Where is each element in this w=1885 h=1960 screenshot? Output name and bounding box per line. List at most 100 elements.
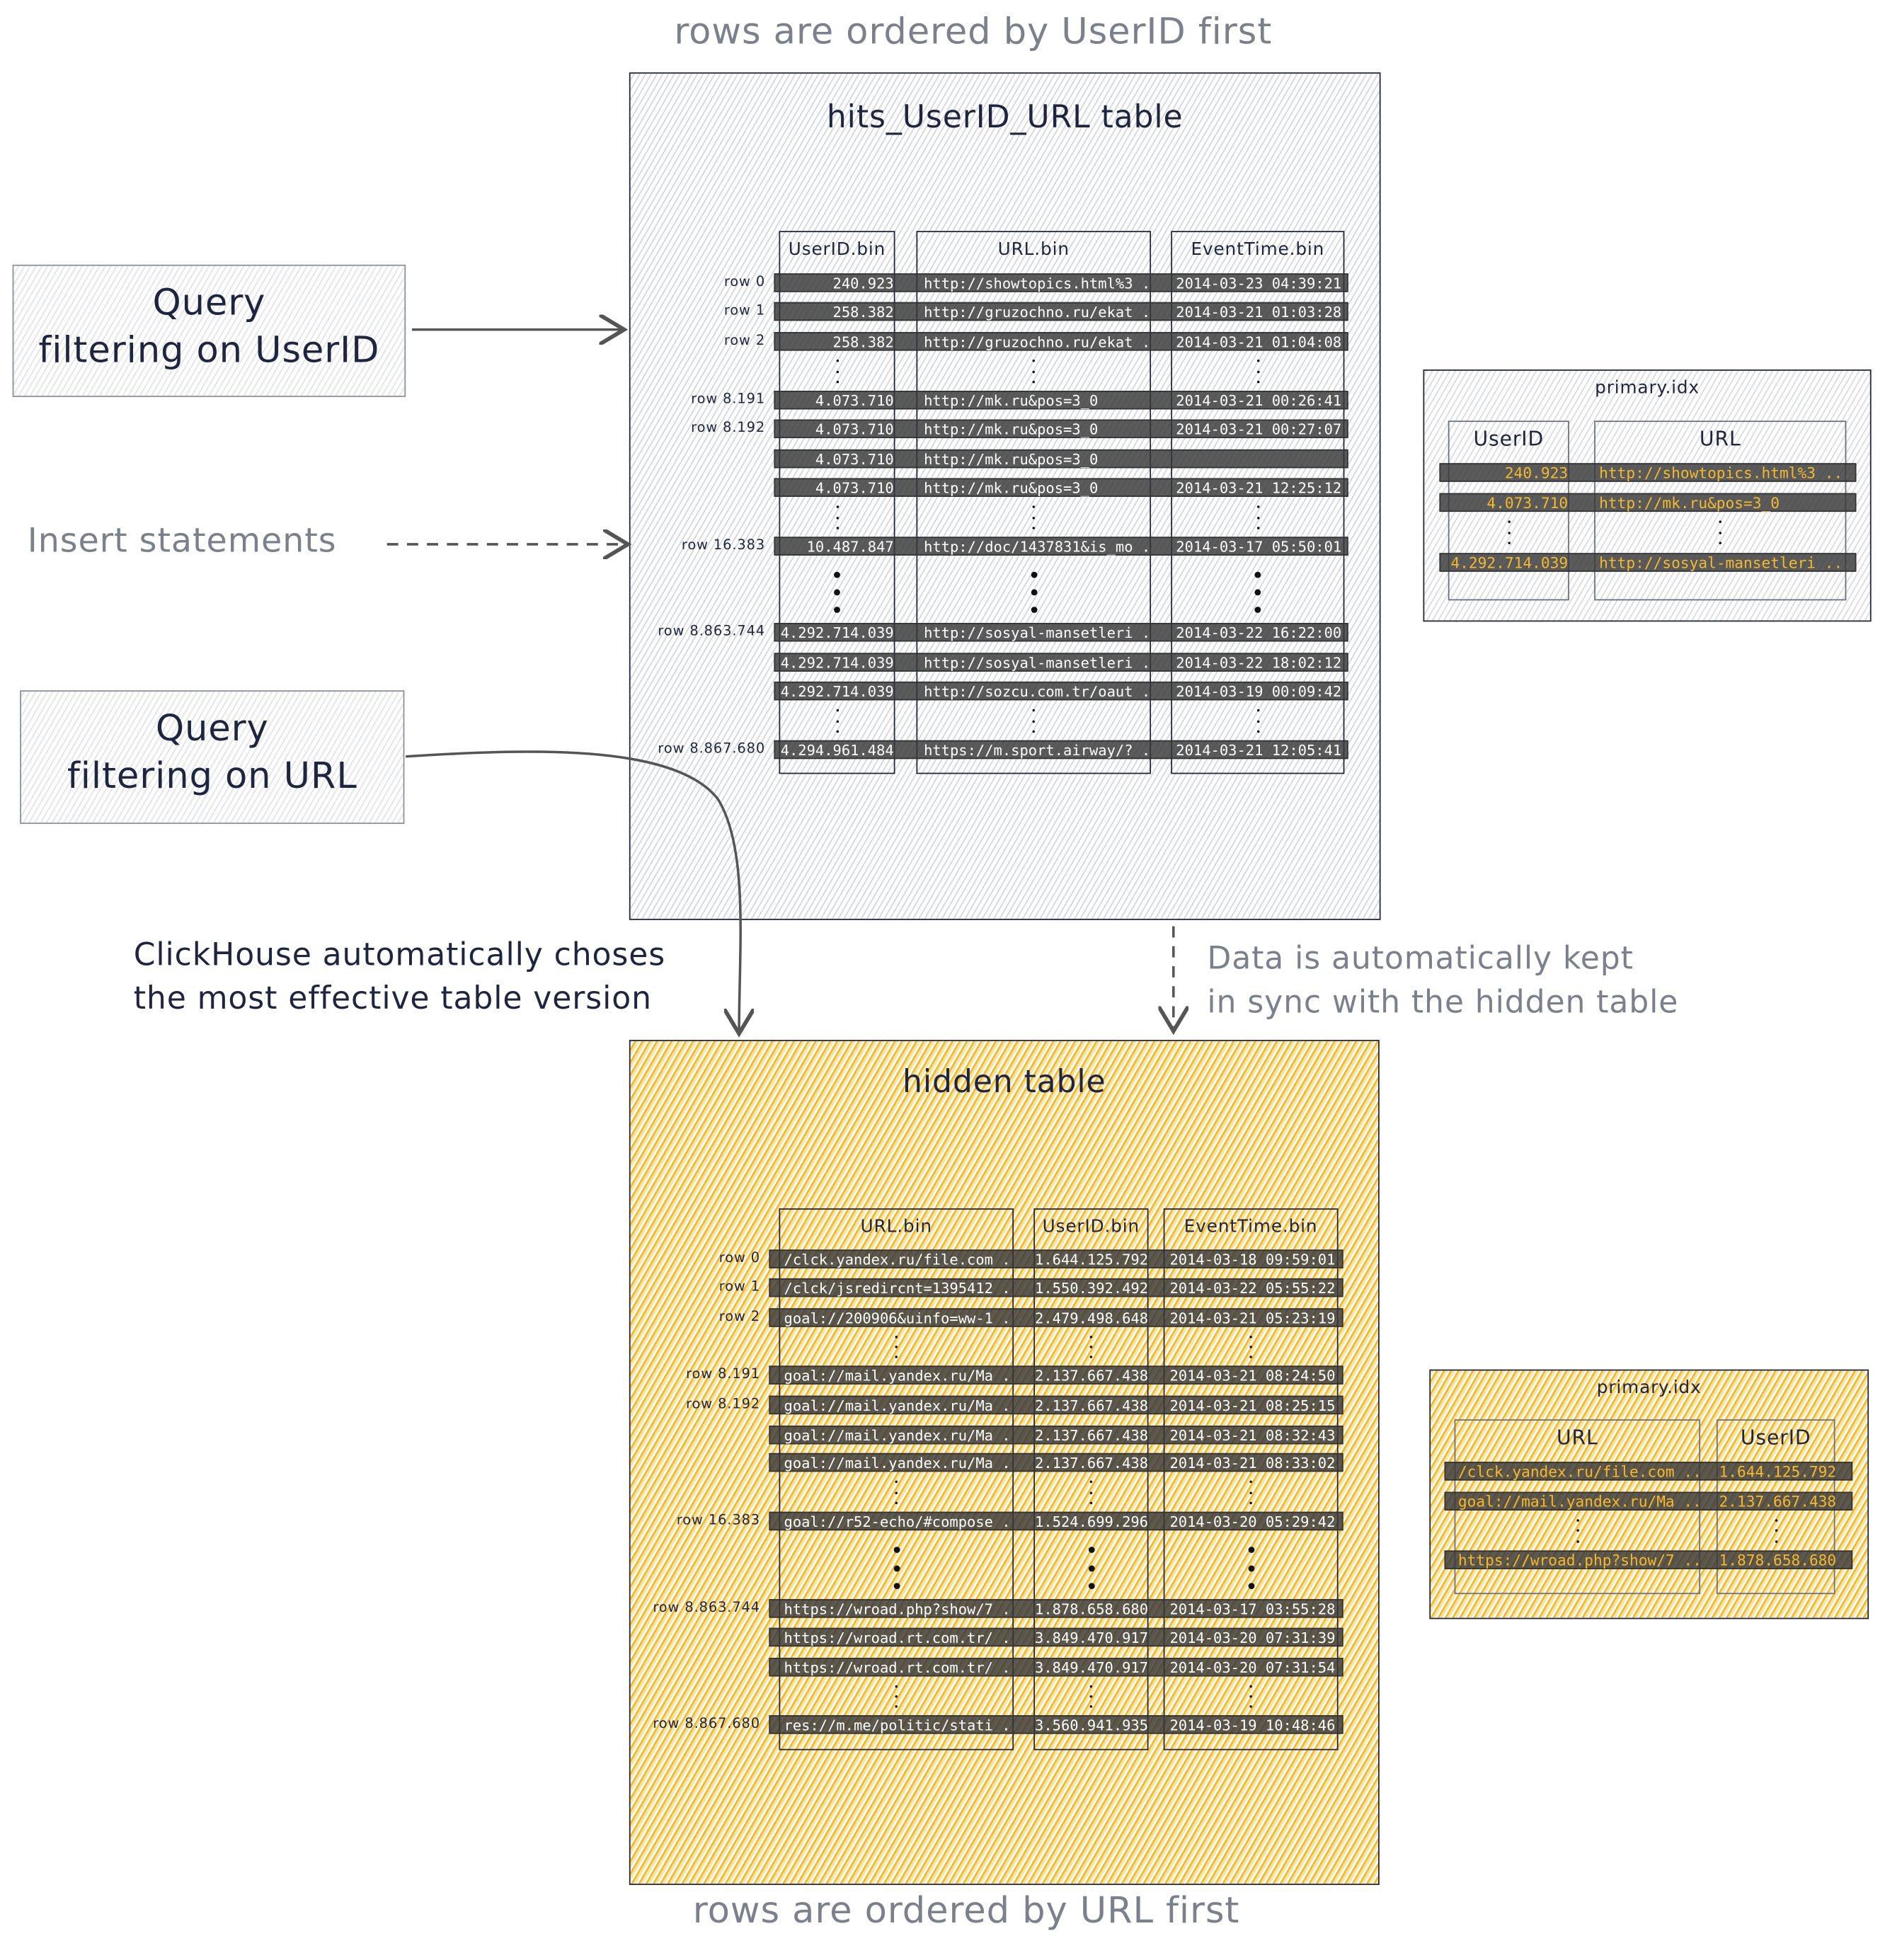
cell-userid-bin: 1.878.658.680 xyxy=(1035,1600,1149,1618)
cell-url-bin: /clck.yandex.ru/file.com ... xyxy=(784,1251,1013,1268)
cell-url-bin: https://wroad.php?show/7 ... xyxy=(784,1600,1013,1618)
table-row: /clck/jsredircnt=1395412 ... 1.550.392.49… xyxy=(769,1278,1343,1297)
cell-eventtime-bin: 2014-03-19 00:09:42 xyxy=(1176,682,1342,701)
ellipsis-dot xyxy=(1032,369,1036,373)
ellipsis-dot xyxy=(1032,516,1036,519)
ellipsis-dot xyxy=(834,571,840,578)
cell-url-bin: res://m.me/politic/stati ... xyxy=(784,1716,1013,1734)
column-userid-bin: UserID.bin xyxy=(1033,1208,1149,1750)
table-row: goal://r52-echo/#compose ... 1.524.699.29… xyxy=(769,1511,1343,1531)
ellipsis-dot xyxy=(1089,1336,1093,1339)
ellipsis-dot xyxy=(1774,1540,1777,1542)
cell-eventtime-bin: 2014-03-21 00:27:07 xyxy=(1176,420,1342,439)
ellipsis-dot xyxy=(1089,1346,1093,1348)
cell-url-bin: goal://mail.yandex.ru/Ma ... xyxy=(784,1454,1013,1472)
row-label: row 16.383 xyxy=(681,537,766,554)
ellipsis-dot xyxy=(895,1336,898,1339)
ellipsis-dot xyxy=(1089,1491,1093,1494)
cell-url-bin: goal://mail.yandex.ru/Ma ... xyxy=(784,1367,1013,1385)
ellipsis-dot xyxy=(835,516,839,519)
cell-eventtime-bin: 2014-03-21 08:24:50 xyxy=(1169,1367,1336,1385)
ellipsis-dot xyxy=(835,505,839,509)
ellipsis-dot xyxy=(1249,1356,1252,1358)
row-label: row 0 xyxy=(718,1249,761,1266)
ellipsis-dot xyxy=(1774,1529,1777,1532)
main-primary-index-title: primary.idx xyxy=(1595,378,1700,399)
cell-eventtime-bin: 2014-03-22 16:22:00 xyxy=(1176,624,1342,642)
cell-url-bin: http://sozcu.com.tr/oaut ... xyxy=(924,682,1152,701)
cell-eventtime-bin: 2014-03-20 05:29:42 xyxy=(1169,1513,1336,1531)
ellipsis-dot xyxy=(1089,1481,1093,1484)
ellipsis-dot xyxy=(893,1564,900,1571)
cell-userid-bin: 4.292.714.039 xyxy=(780,682,894,701)
ellipsis-dot xyxy=(1256,516,1259,519)
cell-userid-bin: 2.137.667.438 xyxy=(1035,1367,1149,1385)
cell-userid: 4.073.710 xyxy=(1486,494,1569,512)
main-table-title: hits_UserID_URL table xyxy=(826,98,1184,135)
cell-userid-bin: 258.382 xyxy=(832,333,894,351)
ellipsis-dot xyxy=(835,360,839,362)
ellipsis-dot xyxy=(1087,1547,1094,1554)
cell-eventtime-bin: 2014-03-21 08:32:43 xyxy=(1169,1426,1336,1445)
ellipsis-dot xyxy=(835,709,839,712)
cell-eventtime-bin: 2014-03-20 07:31:39 xyxy=(1169,1629,1336,1647)
ellipsis-dot xyxy=(1256,730,1259,733)
row-label: row 8.863.744 xyxy=(653,1599,761,1616)
ellipsis-dot xyxy=(895,1501,898,1504)
ellipsis-dot xyxy=(1256,360,1259,362)
ellipsis-dot xyxy=(1256,369,1259,373)
row-label: row 8.863.744 xyxy=(658,623,766,639)
column-eventtime-bin: EventTime.bin xyxy=(1171,231,1345,774)
row-label: row 8.192 xyxy=(686,1395,761,1412)
ellipsis-dot xyxy=(1089,1695,1093,1698)
cell-eventtime-bin: 2014-03-22 18:02:12 xyxy=(1176,654,1342,672)
query-userid-line2: filtering on UserID xyxy=(38,328,380,371)
cell-eventtime-bin: 2014-03-18 09:59:01 xyxy=(1169,1251,1336,1268)
note-clickhouse-line1: ClickHouse automatically choses xyxy=(133,936,666,973)
ellipsis-dot xyxy=(1719,531,1722,534)
ellipsis-dot xyxy=(835,719,839,723)
ellipsis-dot xyxy=(1507,520,1511,523)
cell-url: https://wroad.php?show/7 ... xyxy=(1457,1552,1702,1569)
row-label: row 8.191 xyxy=(686,1365,761,1382)
cell-userid: 240.923 xyxy=(1504,464,1569,482)
ellipsis-dot xyxy=(1030,607,1037,613)
cell-eventtime-bin: 2014-03-21 01:03:28 xyxy=(1176,303,1342,321)
ellipsis-dot xyxy=(895,1356,898,1358)
row-label: row 2 xyxy=(723,332,766,349)
table-row: goal://mail.yandex.ru/Ma ... 2.137.667.43… xyxy=(769,1365,1343,1385)
cell-url-bin: http://gruzochno.ru/ekat ... xyxy=(924,303,1152,321)
ellipsis-dot xyxy=(1256,719,1259,723)
cell-userid: 1.644.125.792 xyxy=(1719,1462,1837,1481)
cell-url-bin: https://wroad.rt.com.tr/ ... xyxy=(784,1658,1013,1677)
cell-url-bin: /clck/jsredircnt=1395412 ... xyxy=(784,1279,1013,1297)
column-userid-bin: UserID.bin xyxy=(779,231,895,774)
cell-userid: 4.292.714.039 xyxy=(1450,554,1569,572)
note-sync-line1: Data is automatically kept xyxy=(1207,939,1634,977)
ellipsis-dot xyxy=(835,730,839,733)
ellipsis-dot xyxy=(1507,531,1511,534)
ellipsis-dot xyxy=(1030,571,1037,578)
query-url-line2: filtering on URL xyxy=(67,754,357,797)
row-label: row 8.192 xyxy=(691,419,766,436)
cell-eventtime-bin: 2014-03-21 05:23:19 xyxy=(1169,1309,1336,1327)
row-label: row 2 xyxy=(718,1308,761,1325)
row-label: row 1 xyxy=(723,302,766,319)
table-row: 4.294.961.484 https://m.sport.airway/? ..… xyxy=(774,740,1348,760)
cell-eventtime-bin: 2014-03-21 01:04:08 xyxy=(1176,333,1342,351)
cell-url-bin: http://showtopics.html%3 ... xyxy=(924,274,1152,292)
cell-url-bin: http://mk.ru&pos=3_0 xyxy=(924,391,1099,410)
cell-eventtime-bin: 2014-03-21 12:25:12 xyxy=(1176,479,1342,497)
cell-userid-bin: 240.923 xyxy=(832,274,894,292)
ellipsis-dot xyxy=(895,1705,898,1708)
cell-url-bin: https://m.sport.airway/? ... xyxy=(924,741,1152,760)
cell-url: goal://mail.yandex.ru/Ma ... xyxy=(1457,1493,1702,1511)
table-row: goal://200906&uinfo=ww-1 ... 2.479.498.64… xyxy=(769,1308,1343,1327)
caption-top: rows are ordered by UserID first xyxy=(674,10,1273,53)
cell-url-bin: goal://mail.yandex.ru/Ma ... xyxy=(784,1426,1013,1445)
table-row: 10.487.847 http://doc/1437831&is_mo ... 20… xyxy=(774,537,1348,556)
ellipsis-dot xyxy=(1030,589,1037,596)
row-label: row 16.383 xyxy=(676,1511,761,1528)
cell-url-bin: http://mk.ru&pos=3_0 xyxy=(924,479,1099,497)
